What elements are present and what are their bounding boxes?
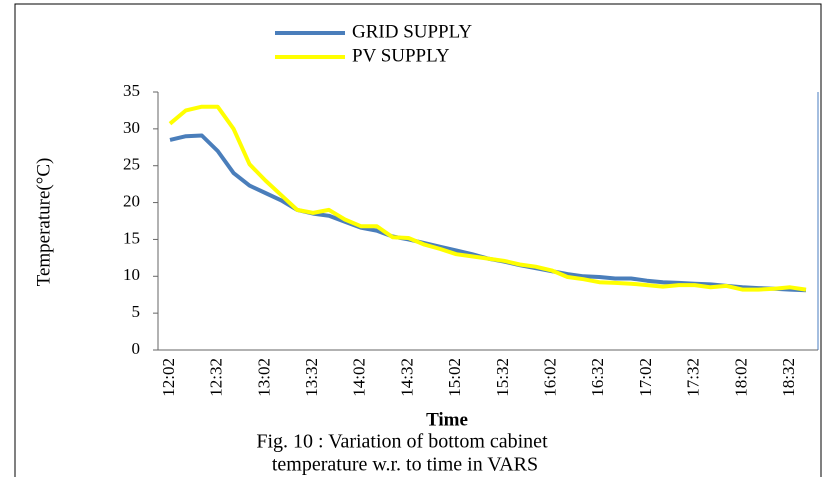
x-tick-label: 16:32 [588,358,607,397]
x-tick-label: 16:02 [541,358,560,397]
x-tick-label: 18:02 [731,358,750,397]
y-tick-label: 10 [123,265,140,284]
y-tick-label: 30 [123,118,140,137]
x-tick-label: 13:32 [302,358,321,397]
frame [14,3,822,477]
x-tick-label: 13:02 [254,358,273,397]
x-tick-label: 15:02 [445,358,464,397]
caption: temperature w.r. to time in VARS [272,454,538,476]
caption: Fig. 10 : Variation of bottom cabinet [256,431,548,453]
x-tick-label: 12:32 [207,358,226,397]
x-tick-label: 15:32 [493,358,512,397]
line-series [168,104,807,292]
y-tick-label: 0 [132,339,141,358]
x-tick-label: 17:32 [684,358,703,397]
line-series [169,133,807,293]
y-tick-label: 25 [123,155,140,174]
x-tick-label: 18:32 [779,358,798,397]
y-tick-label: 5 [132,302,141,321]
x-tick-label: 14:32 [397,358,416,397]
x-axis-label: Time [426,409,468,430]
y-tick-label: 35 [123,81,140,100]
legend-label: PV SUPPLY [352,45,450,66]
y-axis-label: Temperature(°C) [33,158,54,287]
y-tick-label: 15 [123,228,140,247]
y-tick-label: 20 [123,191,140,210]
legend-label: GRID SUPPLY [352,21,472,42]
x-tick-label: 12:02 [159,358,178,397]
x-tick-label: 17:02 [636,358,655,397]
x-tick-label: 14:02 [350,358,369,397]
